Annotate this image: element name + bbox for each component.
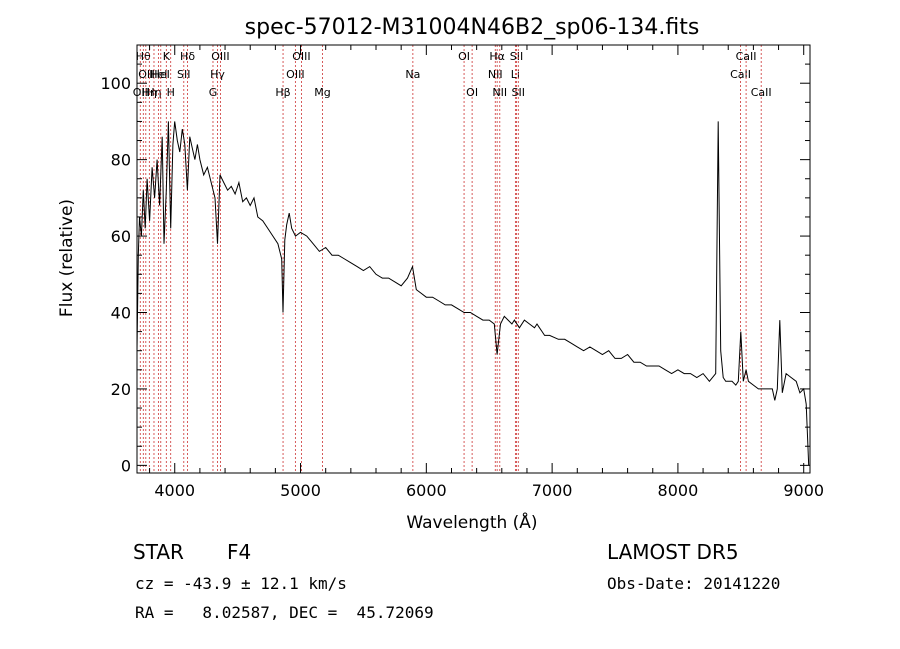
marker-label-15: OIII (286, 68, 304, 81)
x-tick-label: 7000 (532, 481, 573, 500)
y-tick-label: 60 (111, 227, 131, 246)
marker-label-6: HeI (152, 68, 170, 81)
spectrum-line (136, 121, 810, 466)
marker-label-9: SII (177, 68, 190, 81)
y-tick-label: 100 (100, 74, 131, 93)
marker-label-22: Hα (489, 50, 505, 63)
marker-label-10: Hδ (180, 50, 195, 63)
velocity-readout: cz = -43.9 ± 12.1 km/s (135, 574, 347, 593)
marker-label-1: Hθ (136, 50, 151, 63)
marker-label-19: OI (458, 50, 470, 63)
x-tick-label: 8000 (658, 481, 699, 500)
y-tick-label: 20 (111, 380, 131, 399)
survey-name: LAMOST DR5 (607, 540, 739, 564)
marker-label-7: K (163, 50, 171, 63)
chart-title: spec-57012-M31004N46B2_sp06-134.fits (245, 15, 700, 40)
marker-label-3: Hη (142, 86, 157, 99)
marker-label-28: CaII (736, 50, 757, 63)
y-tick-label: 40 (111, 304, 131, 323)
marker-label-12: Hγ (210, 68, 225, 81)
x-tick-label: 4000 (154, 481, 195, 500)
object-class: STAR (133, 540, 184, 564)
marker-label-26: SII (512, 86, 525, 99)
y-tick-label: 0 (121, 456, 131, 475)
x-tick-label: 5000 (280, 481, 321, 500)
y-axis-label: Flux (relative) (57, 199, 77, 317)
object-subclass: F4 (227, 540, 252, 564)
marker-label-8: H (167, 86, 175, 99)
coordinates: RA = 8.02587, DEC = 45.72069 (135, 603, 434, 622)
marker-label-23: NII (492, 86, 507, 99)
marker-label-5: HeI (149, 68, 167, 81)
marker-label-21: NII (488, 68, 503, 81)
marker-label-25: SII (510, 50, 523, 63)
x-tick-label: 6000 (406, 481, 447, 500)
spectral-line-markers: OIIHθOIIHηHηHeIHeIKHSIIHδGHγOIIIHβOIIIOI… (133, 45, 772, 473)
marker-label-17: Mg (314, 86, 330, 99)
plot-frame (136, 44, 811, 474)
marker-label-27: CaII (730, 68, 751, 81)
marker-label-11: G (209, 86, 218, 99)
obs-date: Obs-Date: 20141220 (607, 574, 781, 593)
marker-label-18: Na (405, 68, 420, 81)
marker-label-29: CaII (751, 86, 772, 99)
y-tick-label: 80 (111, 151, 131, 170)
y-axis-ticks: 0 20 40 60 80 100 (100, 44, 810, 475)
x-axis-ticks: 4000 5000 6000 7000 8000 9000 (149, 45, 824, 500)
marker-label-16: OIII (292, 50, 310, 63)
x-axis-label: Wavelength (Å) (406, 511, 537, 533)
marker-label-20: OI (466, 86, 478, 99)
marker-label-24: Li (511, 68, 520, 81)
x-tick-label: 9000 (783, 481, 824, 500)
marker-label-14: Hβ (275, 86, 290, 99)
marker-label-0: OII (133, 86, 148, 99)
marker-label-4: Hη (146, 86, 161, 99)
marker-label-13: OIII (211, 50, 229, 63)
